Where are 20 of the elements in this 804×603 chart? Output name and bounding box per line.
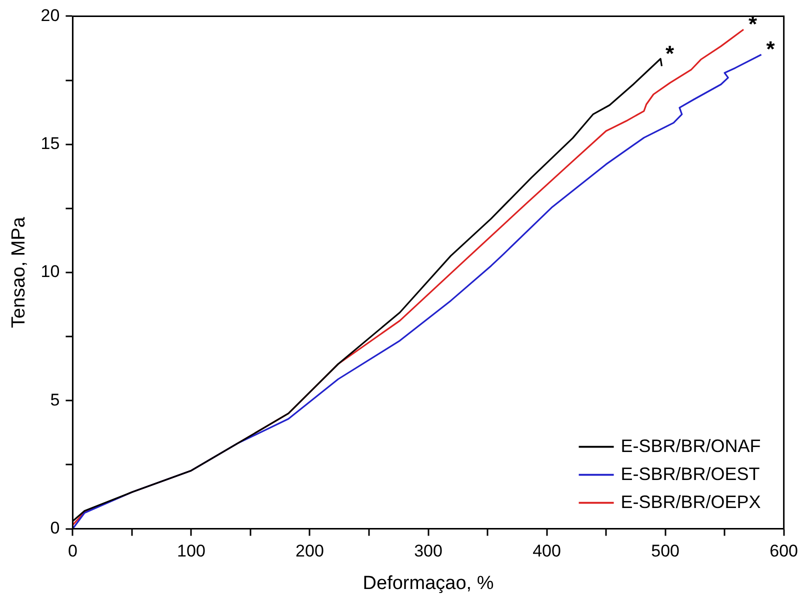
x-axis-title: Deformaçao, %	[362, 572, 494, 594]
y-tick-label: 20	[40, 6, 60, 25]
y-tick-label: 5	[50, 390, 60, 410]
x-tick-label: 500	[651, 542, 680, 561]
x-tick-label: 0	[68, 542, 78, 561]
legend-label: E-SBR/BR/OEST	[620, 464, 760, 484]
annotation: *	[748, 12, 758, 37]
annotation: *	[766, 36, 776, 62]
legend-label: E-SBR/BR/OEPX	[620, 492, 761, 512]
x-tick-label: 600	[770, 542, 798, 561]
y-tick-label: 10	[40, 262, 60, 282]
y-tick-label: 0	[50, 518, 60, 538]
annotation: *	[666, 40, 675, 66]
legend-label: E-SBR/BR/ONAF	[620, 436, 761, 456]
x-tick-label: 300	[414, 542, 442, 561]
y-tick-label: 15	[40, 134, 60, 154]
y-axis-title: Tensao, MPa	[8, 216, 30, 328]
x-tick-label: 200	[296, 542, 324, 561]
x-tick-label: 400	[532, 542, 561, 561]
x-tick-label: 100	[177, 542, 206, 561]
